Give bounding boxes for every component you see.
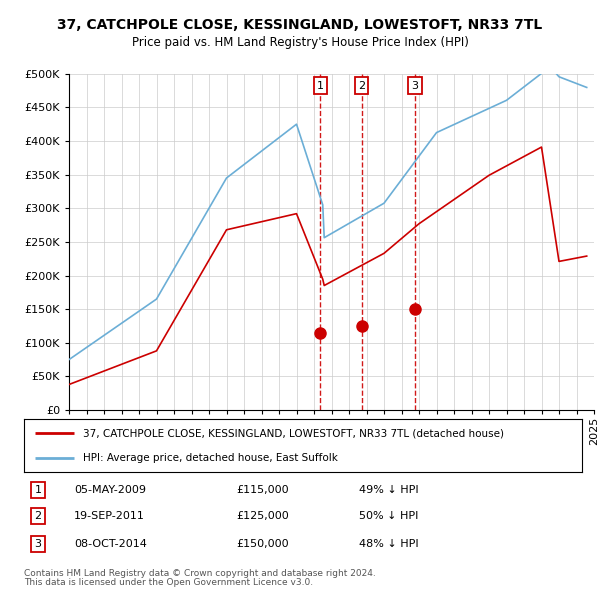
Text: 2: 2 — [34, 512, 41, 521]
Text: 1: 1 — [317, 80, 323, 90]
Text: 08-OCT-2014: 08-OCT-2014 — [74, 539, 147, 549]
Text: 3: 3 — [412, 80, 418, 90]
Text: HPI: Average price, detached house, East Suffolk: HPI: Average price, detached house, East… — [83, 453, 337, 463]
Text: 37, CATCHPOLE CLOSE, KESSINGLAND, LOWESTOFT, NR33 7TL (detached house): 37, CATCHPOLE CLOSE, KESSINGLAND, LOWEST… — [83, 428, 503, 438]
Text: 19-SEP-2011: 19-SEP-2011 — [74, 512, 145, 521]
Text: £115,000: £115,000 — [236, 485, 289, 495]
Text: This data is licensed under the Open Government Licence v3.0.: This data is licensed under the Open Gov… — [24, 578, 313, 588]
Text: Contains HM Land Registry data © Crown copyright and database right 2024.: Contains HM Land Registry data © Crown c… — [24, 569, 376, 578]
Text: Price paid vs. HM Land Registry's House Price Index (HPI): Price paid vs. HM Land Registry's House … — [131, 36, 469, 49]
Text: 50% ↓ HPI: 50% ↓ HPI — [359, 512, 418, 521]
Text: 48% ↓ HPI: 48% ↓ HPI — [359, 539, 418, 549]
Text: £125,000: £125,000 — [236, 512, 289, 521]
Text: 49% ↓ HPI: 49% ↓ HPI — [359, 485, 418, 495]
Text: 2: 2 — [358, 80, 365, 90]
Text: 37, CATCHPOLE CLOSE, KESSINGLAND, LOWESTOFT, NR33 7TL: 37, CATCHPOLE CLOSE, KESSINGLAND, LOWEST… — [58, 18, 542, 32]
Text: £150,000: £150,000 — [236, 539, 289, 549]
Text: 3: 3 — [34, 539, 41, 549]
Text: 05-MAY-2009: 05-MAY-2009 — [74, 485, 146, 495]
Text: 1: 1 — [34, 485, 41, 495]
